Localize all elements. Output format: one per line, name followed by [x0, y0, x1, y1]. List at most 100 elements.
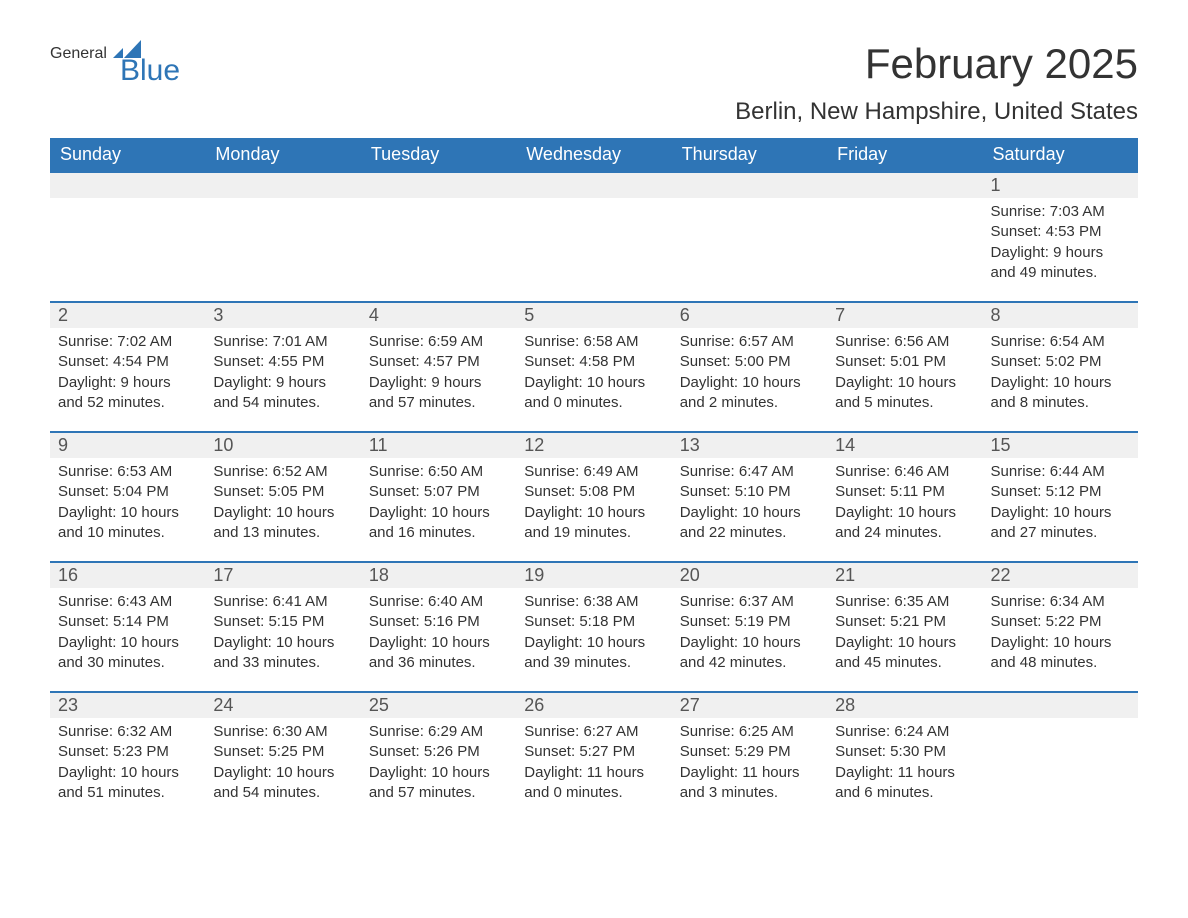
calendar-empty-cell [827, 171, 982, 301]
sunrise-line-value: 6:54 AM [1050, 333, 1105, 350]
sunset-line-value: 5:05 PM [268, 483, 324, 500]
calendar-day-cell: 5Sunrise: 6:58 AMSunset: 4:58 PMDaylight… [516, 301, 671, 431]
sunset-line: Sunset: 4:54 PM [58, 352, 197, 372]
day-details: Sunrise: 6:43 AMSunset: 5:14 PMDaylight:… [50, 588, 205, 681]
sunset-line-label: Sunset: [213, 613, 268, 630]
day-number: 24 [205, 691, 360, 718]
sunrise-line-label: Sunrise: [835, 723, 894, 740]
sunset-line-label: Sunset: [835, 483, 890, 500]
daylight-line: Daylight: 10 hours and 8 minutes. [991, 373, 1130, 414]
day-number [983, 691, 1138, 718]
sunrise-line-value: 6:58 AM [583, 333, 638, 350]
weekday-header: Tuesday [361, 138, 516, 171]
day-details [827, 198, 982, 210]
day-number: 27 [672, 691, 827, 718]
daylight-line: Daylight: 11 hours and 3 minutes. [680, 763, 819, 804]
sunset-line: Sunset: 4:55 PM [213, 352, 352, 372]
day-details: Sunrise: 6:53 AMSunset: 5:04 PMDaylight:… [50, 458, 205, 551]
calendar-day-cell: 1Sunrise: 7:03 AMSunset: 4:53 PMDaylight… [983, 171, 1138, 301]
daylight-line-label: Daylight: [213, 374, 276, 391]
calendar-day-cell: 4Sunrise: 6:59 AMSunset: 4:57 PMDaylight… [361, 301, 516, 431]
day-number: 9 [50, 431, 205, 458]
day-details [516, 198, 671, 210]
sunrise-line-value: 6:56 AM [894, 333, 949, 350]
weekday-header: Thursday [672, 138, 827, 171]
calendar-header: SundayMondayTuesdayWednesdayThursdayFrid… [50, 138, 1138, 171]
logo-text-blue: Blue [120, 56, 180, 86]
sunset-line: Sunset: 5:12 PM [991, 482, 1130, 502]
sunset-line-label: Sunset: [213, 483, 268, 500]
day-details: Sunrise: 6:32 AMSunset: 5:23 PMDaylight:… [50, 718, 205, 811]
sunset-line-label: Sunset: [213, 743, 268, 760]
weekday-header: Monday [205, 138, 360, 171]
sunrise-line-value: 6:37 AM [739, 593, 794, 610]
title-block: February 2025 Berlin, New Hampshire, Uni… [735, 40, 1138, 126]
daylight-line-label: Daylight: [524, 374, 587, 391]
sunset-line-label: Sunset: [213, 353, 268, 370]
daylight-line: Daylight: 10 hours and 45 minutes. [835, 633, 974, 674]
sunset-line-label: Sunset: [835, 743, 890, 760]
day-details: Sunrise: 7:03 AMSunset: 4:53 PMDaylight:… [983, 198, 1138, 291]
calendar-day-cell: 17Sunrise: 6:41 AMSunset: 5:15 PMDayligh… [205, 561, 360, 691]
calendar-day-cell: 28Sunrise: 6:24 AMSunset: 5:30 PMDayligh… [827, 691, 982, 821]
calendar-day-cell: 11Sunrise: 6:50 AMSunset: 5:07 PMDayligh… [361, 431, 516, 561]
sunrise-line-label: Sunrise: [524, 333, 583, 350]
sunrise-line: Sunrise: 6:29 AM [369, 722, 508, 742]
month-title: February 2025 [735, 40, 1138, 88]
daylight-line-label: Daylight: [680, 374, 743, 391]
sunset-line: Sunset: 5:10 PM [680, 482, 819, 502]
sunrise-line-label: Sunrise: [680, 593, 739, 610]
sunset-line-label: Sunset: [680, 483, 735, 500]
calendar-day-cell: 2Sunrise: 7:02 AMSunset: 4:54 PMDaylight… [50, 301, 205, 431]
daylight-line-label: Daylight: [680, 634, 743, 651]
sunrise-line-label: Sunrise: [524, 463, 583, 480]
daylight-line-label: Daylight: [369, 374, 432, 391]
daylight-line-label: Daylight: [58, 634, 121, 651]
day-details: Sunrise: 6:57 AMSunset: 5:00 PMDaylight:… [672, 328, 827, 421]
day-details: Sunrise: 6:49 AMSunset: 5:08 PMDaylight:… [516, 458, 671, 551]
sunrise-line: Sunrise: 6:46 AM [835, 462, 974, 482]
day-details [50, 198, 205, 210]
day-number: 20 [672, 561, 827, 588]
day-number: 26 [516, 691, 671, 718]
day-details: Sunrise: 6:37 AMSunset: 5:19 PMDaylight:… [672, 588, 827, 681]
daylight-line: Daylight: 10 hours and 10 minutes. [58, 503, 197, 544]
calendar-week-row: 2Sunrise: 7:02 AMSunset: 4:54 PMDaylight… [50, 301, 1138, 431]
day-details: Sunrise: 6:54 AMSunset: 5:02 PMDaylight:… [983, 328, 1138, 421]
daylight-line-label: Daylight: [835, 504, 898, 521]
daylight-line: Daylight: 9 hours and 57 minutes. [369, 373, 508, 414]
sunset-line-label: Sunset: [524, 613, 579, 630]
calendar-day-cell: 12Sunrise: 6:49 AMSunset: 5:08 PMDayligh… [516, 431, 671, 561]
sunset-line-label: Sunset: [58, 743, 113, 760]
sunrise-line-label: Sunrise: [369, 723, 428, 740]
calendar-table: SundayMondayTuesdayWednesdayThursdayFrid… [50, 138, 1138, 821]
sunrise-line-value: 6:32 AM [117, 723, 172, 740]
sunrise-line-label: Sunrise: [369, 463, 428, 480]
sunset-line: Sunset: 5:21 PM [835, 612, 974, 632]
daylight-line: Daylight: 10 hours and 36 minutes. [369, 633, 508, 674]
sunset-line-value: 5:19 PM [735, 613, 791, 630]
day-number: 13 [672, 431, 827, 458]
daylight-line: Daylight: 9 hours and 49 minutes. [991, 243, 1130, 284]
daylight-line: Daylight: 10 hours and 51 minutes. [58, 763, 197, 804]
calendar-day-cell: 21Sunrise: 6:35 AMSunset: 5:21 PMDayligh… [827, 561, 982, 691]
sunset-line: Sunset: 5:11 PM [835, 482, 974, 502]
sunset-line-value: 5:16 PM [424, 613, 480, 630]
sunrise-line-label: Sunrise: [524, 723, 583, 740]
day-number: 3 [205, 301, 360, 328]
sunset-line-value: 5:07 PM [424, 483, 480, 500]
sunrise-line-label: Sunrise: [369, 593, 428, 610]
weekday-header: Friday [827, 138, 982, 171]
day-details [983, 718, 1138, 730]
sunrise-line-value: 6:30 AM [273, 723, 328, 740]
day-number: 6 [672, 301, 827, 328]
day-number: 25 [361, 691, 516, 718]
day-number: 14 [827, 431, 982, 458]
weekday-header: Wednesday [516, 138, 671, 171]
day-number: 12 [516, 431, 671, 458]
sunrise-line-value: 6:41 AM [273, 593, 328, 610]
sunrise-line-value: 6:29 AM [428, 723, 483, 740]
day-number: 15 [983, 431, 1138, 458]
day-details: Sunrise: 6:25 AMSunset: 5:29 PMDaylight:… [672, 718, 827, 811]
day-number: 19 [516, 561, 671, 588]
